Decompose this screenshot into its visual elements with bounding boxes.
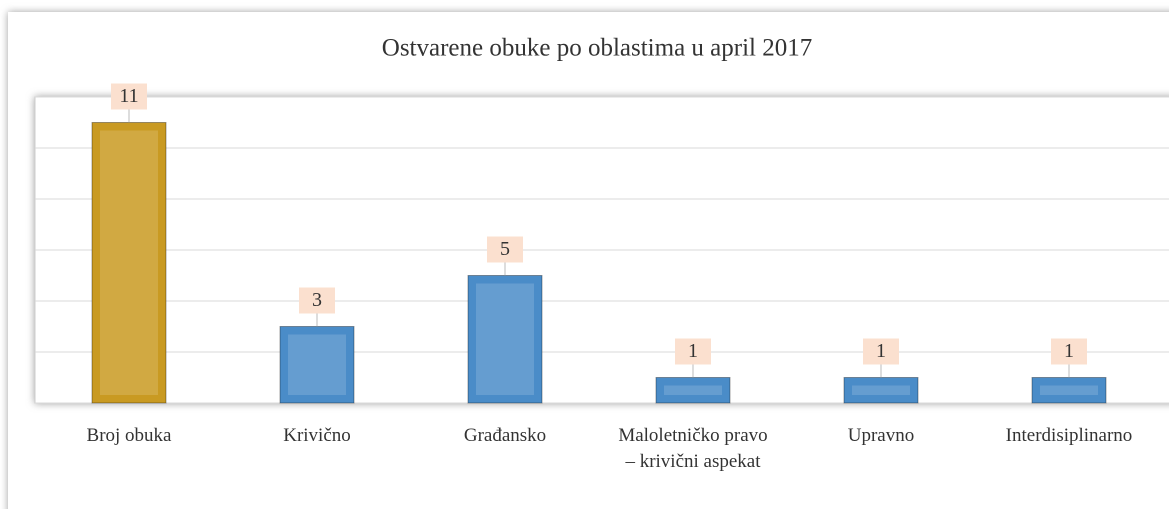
x-tick-label: Interdisiplinarno xyxy=(1005,425,1133,446)
bar-bevel xyxy=(100,130,158,395)
data-label: 1 xyxy=(1064,340,1074,362)
x-tick-label: Broj obuka xyxy=(86,425,172,446)
bar xyxy=(1031,377,1107,404)
data-label: 1 xyxy=(688,340,698,362)
bar-bevel xyxy=(664,385,722,395)
data-label-box xyxy=(863,338,899,365)
data-label: 11 xyxy=(119,85,138,107)
bar-bevel xyxy=(1040,385,1098,395)
data-label: 3 xyxy=(312,289,322,311)
data-label-box xyxy=(1051,338,1087,365)
x-tick-label: Upravno xyxy=(847,425,915,446)
x-tick-label: Maloletničko pravo – krivični aspekat xyxy=(618,425,768,472)
data-label-box xyxy=(675,338,711,365)
bar xyxy=(467,275,543,404)
data-label-box xyxy=(111,83,147,110)
bar-bevel xyxy=(476,283,534,395)
bar xyxy=(655,377,731,404)
data-label-box xyxy=(487,236,523,263)
bar xyxy=(91,122,167,404)
bar xyxy=(843,377,919,404)
chart-title: Ostvarene obuke po oblastima u april 201… xyxy=(382,35,812,62)
data-label: 1 xyxy=(876,340,886,362)
data-label-box xyxy=(299,287,335,314)
x-tick-label: Krivično xyxy=(283,425,351,446)
bar-bevel xyxy=(852,385,910,395)
bar xyxy=(279,326,355,404)
bar-bevel xyxy=(288,334,346,395)
data-label: 5 xyxy=(500,238,510,260)
x-tick-label: Građansko xyxy=(463,425,547,446)
